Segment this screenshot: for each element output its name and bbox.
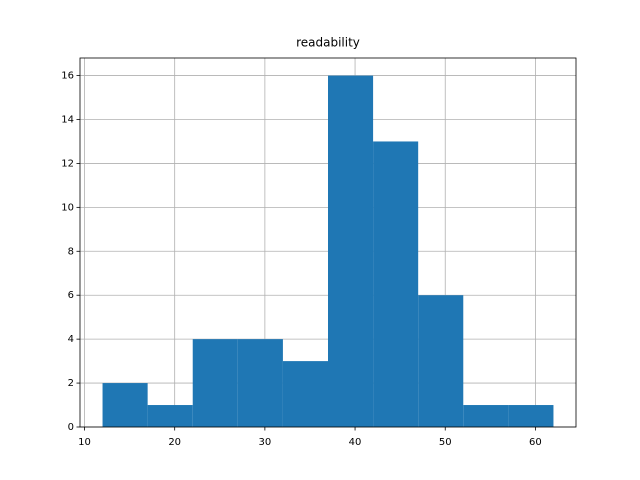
y-tick-label: 8 [68, 246, 74, 257]
bar [282, 361, 328, 427]
chart-title: readability [296, 36, 360, 50]
y-tick-label: 4 [68, 334, 74, 345]
x-tick-label: 60 [529, 437, 542, 448]
bar [418, 295, 464, 427]
bar [463, 405, 509, 427]
bar [192, 339, 238, 427]
plot-frame [79, 57, 577, 428]
bar [102, 383, 148, 427]
bar [373, 141, 419, 427]
x-tick-label: 30 [259, 437, 272, 448]
bar [508, 405, 554, 427]
y-tick-label: 14 [61, 115, 74, 126]
y-tick-label: 16 [61, 71, 74, 82]
x-tick-label: 50 [439, 437, 452, 448]
y-tick-label: 12 [61, 158, 74, 169]
x-tick-label: 20 [168, 437, 181, 448]
x-tick-label: 40 [349, 437, 362, 448]
y-tick-label: 0 [68, 422, 74, 433]
bar-layer [102, 75, 554, 428]
bar [147, 405, 193, 427]
y-tick-label: 6 [68, 290, 74, 301]
bar [328, 75, 374, 428]
y-tick-label: 10 [61, 202, 74, 213]
axis-layer: 10 20 30 40 50 60 0 2 4 6 8 10 12 14 16 [61, 57, 577, 448]
x-tick-label: 10 [78, 437, 91, 448]
y-tick-label: 2 [68, 378, 74, 389]
bar [237, 339, 283, 427]
